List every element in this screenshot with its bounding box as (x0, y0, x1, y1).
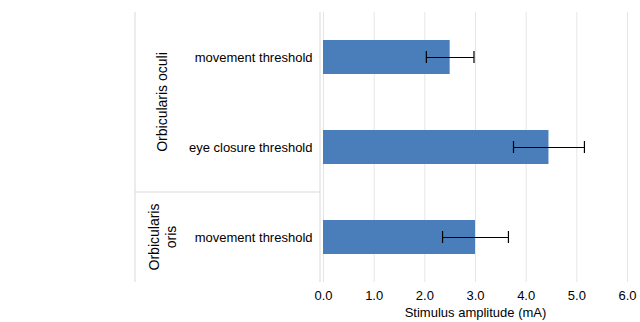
svg-text:3.0: 3.0 (466, 288, 484, 303)
svg-text:Stimulus amplitude (mA): Stimulus amplitude (mA) (405, 305, 547, 320)
svg-text:1.0: 1.0 (365, 288, 383, 303)
svg-text:4.0: 4.0 (517, 288, 535, 303)
svg-text:Orbicularisoris: Orbicularisoris (146, 204, 179, 271)
svg-text:2.0: 2.0 (416, 288, 434, 303)
svg-text:Orbicularis oculi: Orbicularis oculi (154, 52, 170, 152)
svg-text:6.0: 6.0 (618, 288, 636, 303)
svg-text:5.0: 5.0 (568, 288, 586, 303)
svg-text:movement threshold: movement threshold (195, 230, 313, 245)
svg-text:eye closure threshold: eye closure threshold (189, 140, 313, 155)
svg-text:movement threshold: movement threshold (195, 50, 313, 65)
svg-text:0.0: 0.0 (314, 288, 332, 303)
